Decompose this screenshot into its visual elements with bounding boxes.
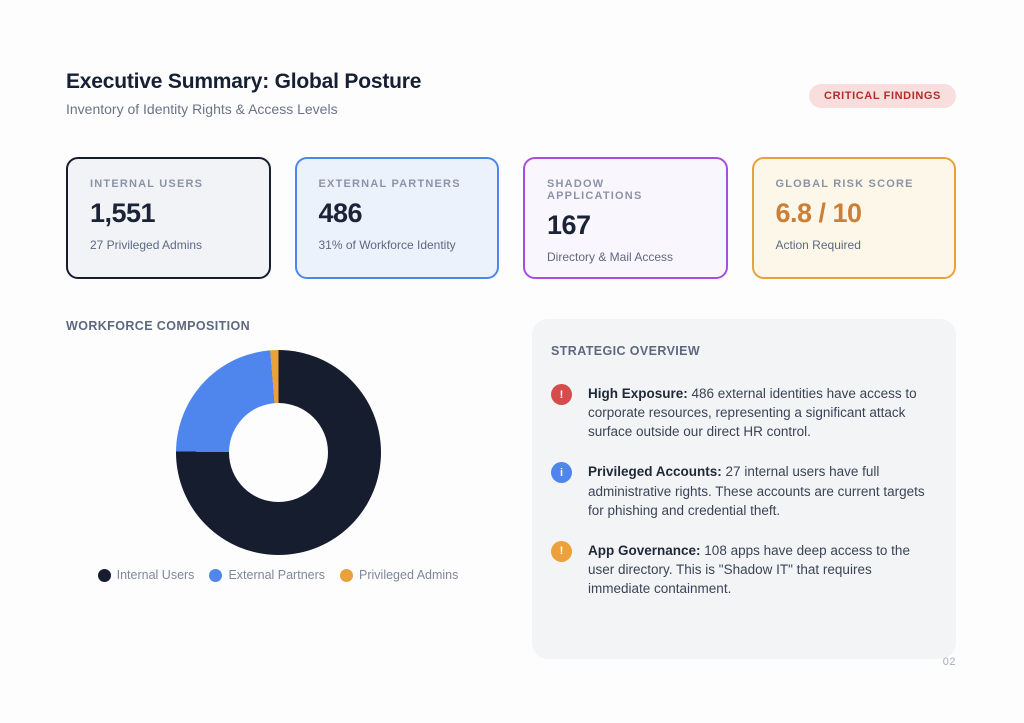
main-content: WORKFORCE COMPOSITION Internal Users Exte… bbox=[66, 319, 956, 659]
legend-label: Privileged Admins bbox=[359, 568, 459, 582]
stat-card-label: EXTERNAL PARTNERS bbox=[318, 178, 461, 190]
stat-card-subtext: Directory & Mail Access bbox=[547, 250, 674, 264]
strategic-overview-panel: STRATEGIC OVERVIEW ! High Exposure: 486 … bbox=[532, 319, 956, 659]
critical-findings-badge: CRITICAL FINDINGS bbox=[809, 84, 956, 108]
page-title: Executive Summary: Global Posture bbox=[66, 70, 422, 93]
bullet-body: 108 apps have deep access to the user di… bbox=[588, 542, 910, 597]
overview-bullet-app-governance: ! App Governance: 108 apps have deep acc… bbox=[551, 540, 930, 598]
legend-item: External Partners bbox=[209, 568, 325, 582]
overview-bullet-privileged-accounts: i Privileged Accounts: 27 internal users… bbox=[551, 462, 930, 519]
bullet-title: High Exposure: bbox=[588, 386, 688, 401]
legend-dot-icon bbox=[97, 568, 111, 582]
chart-legend: Internal Users External Partners Privilege… bbox=[66, 568, 490, 582]
bullet-body: 27 internal users have full administrati… bbox=[588, 464, 925, 518]
donut-hole bbox=[228, 403, 328, 502]
legend-item: Privileged Admins bbox=[340, 568, 458, 582]
legend-dot-icon bbox=[340, 568, 354, 582]
legend-dot-icon bbox=[209, 568, 223, 582]
stat-card-value: 6.8 / 10 bbox=[775, 198, 863, 228]
workforce-composition-section: WORKFORCE COMPOSITION Internal Users Exte… bbox=[66, 319, 490, 659]
bullet-text: Privileged Accounts: 27 internal users h… bbox=[588, 462, 930, 519]
stat-card-global-risk-score: GLOBAL RISK SCORE 6.8 / 10 Action Requir… bbox=[751, 157, 956, 279]
stat-card-label: GLOBAL RISK SCORE bbox=[775, 178, 914, 190]
overview-heading: STRATEGIC OVERVIEW bbox=[551, 344, 701, 358]
page-number: 02 bbox=[942, 656, 956, 668]
legend-label: External Partners bbox=[228, 568, 326, 582]
page-subtitle: Inventory of Identity Rights & Access Le… bbox=[66, 101, 338, 117]
stat-card-label: SHADOW APPLICATIONS bbox=[547, 178, 643, 202]
chart-title: WORKFORCE COMPOSITION bbox=[66, 319, 251, 333]
bullet-title: Privileged Accounts: bbox=[588, 464, 722, 480]
legend-item: Internal Users bbox=[97, 568, 195, 582]
stat-cards-row: INTERNAL USERS 1,551 27 Privileged Admin… bbox=[66, 157, 956, 279]
overview-bullet-list: ! High Exposure: 486 external identities… bbox=[551, 384, 930, 598]
stat-card-label: INTERNAL USERS bbox=[90, 178, 204, 190]
stat-card-subtext: 27 Privileged Admins bbox=[90, 238, 203, 252]
stat-card-internal-users: INTERNAL USERS 1,551 27 Privileged Admin… bbox=[66, 157, 271, 279]
info-icon: i bbox=[551, 462, 572, 484]
bullet-text: High Exposure: 486 external identities h… bbox=[588, 384, 930, 441]
stat-card-shadow-applications: SHADOW APPLICATIONS 167 Directory & Mail… bbox=[523, 157, 728, 279]
stat-card-value: 1,551 bbox=[90, 198, 156, 228]
header: Executive Summary: Global Posture Invent… bbox=[66, 70, 956, 117]
header-text: Executive Summary: Global Posture Invent… bbox=[66, 70, 421, 117]
bullet-text: App Governance: 108 apps have deep acces… bbox=[588, 541, 930, 598]
stat-card-subtext: Action Required bbox=[775, 238, 861, 252]
legend-label: Internal Users bbox=[116, 568, 195, 582]
donut-chart bbox=[175, 350, 381, 555]
stat-card-subtext: 31% of Workforce Identity bbox=[318, 238, 456, 252]
bullet-title: App Governance: bbox=[588, 542, 701, 558]
stat-card-value: 167 bbox=[547, 210, 591, 240]
stat-card-external-partners: EXTERNAL PARTNERS 486 31% of Workforce I… bbox=[294, 157, 499, 279]
warning-icon: ! bbox=[551, 540, 572, 562]
stat-card-value: 486 bbox=[318, 198, 363, 228]
overview-bullet-high-exposure: ! High Exposure: 486 external identities… bbox=[551, 384, 930, 441]
alert-icon: ! bbox=[551, 384, 572, 405]
bullet-body: 486 external identities have access to c… bbox=[588, 386, 917, 440]
